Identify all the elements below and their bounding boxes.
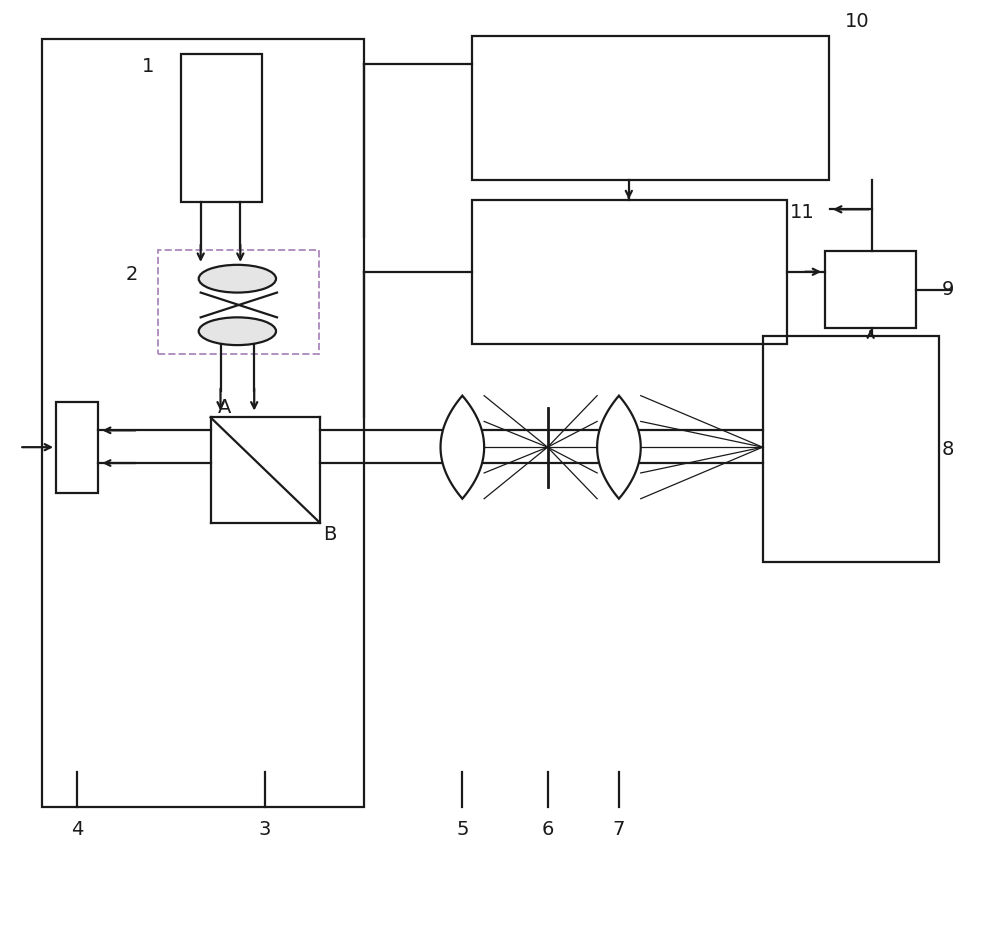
Text: A: A (218, 398, 231, 417)
Text: 7: 7 (613, 820, 625, 840)
Text: 3: 3 (259, 820, 271, 840)
Polygon shape (441, 396, 484, 498)
Text: 6: 6 (541, 820, 554, 840)
Text: B: B (323, 525, 336, 544)
Bar (472, 36, 829, 180)
Text: 11: 11 (790, 203, 815, 222)
Bar (472, 200, 787, 344)
Text: 9: 9 (942, 280, 954, 299)
Text: 1: 1 (142, 57, 154, 76)
Ellipse shape (199, 265, 276, 293)
Text: 4: 4 (71, 820, 83, 840)
Text: 2: 2 (125, 266, 138, 284)
Ellipse shape (199, 317, 276, 345)
Bar (158, 250, 319, 354)
Bar (56, 402, 98, 493)
Bar (825, 251, 916, 328)
Text: 8: 8 (942, 439, 954, 459)
Polygon shape (597, 396, 641, 498)
Bar (181, 53, 262, 202)
Bar (763, 337, 939, 562)
Bar (42, 39, 364, 807)
Text: 5: 5 (456, 820, 469, 840)
Text: 10: 10 (844, 11, 869, 31)
